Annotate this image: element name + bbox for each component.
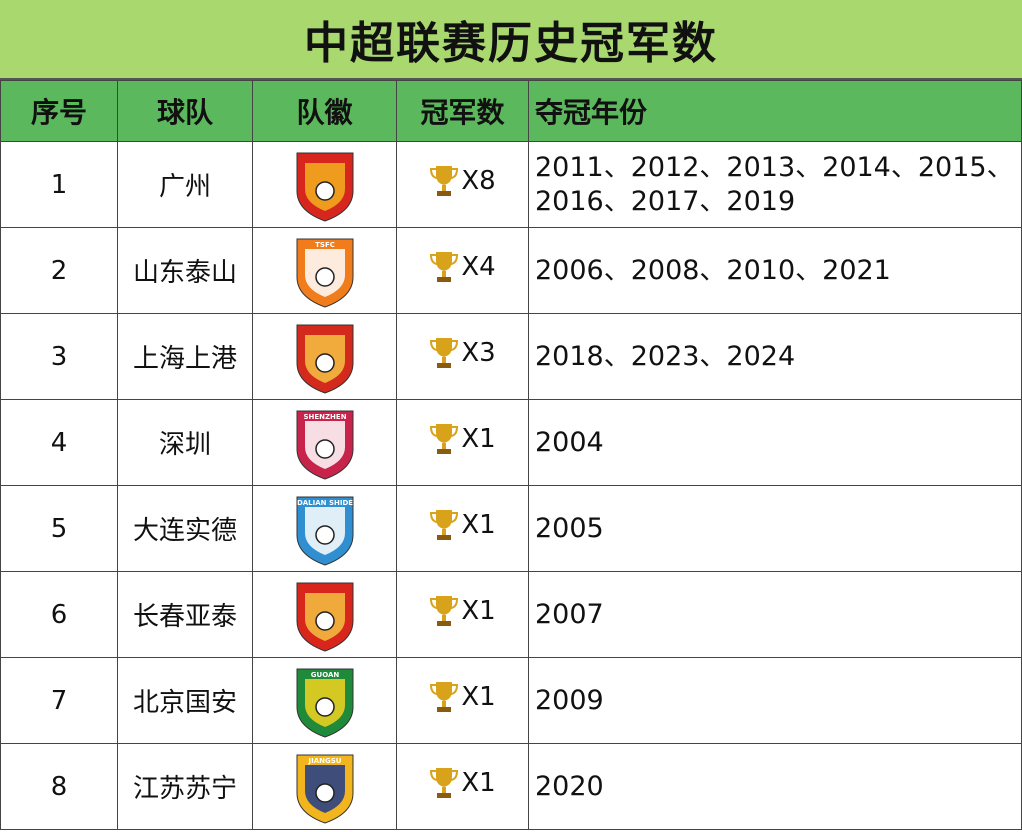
years-cell: 2004 (528, 399, 1022, 486)
years-cell: 2007 (528, 571, 1022, 658)
team-cell: 北京国安 (117, 657, 253, 744)
team-cell: 上海上港 (117, 313, 253, 400)
rank-cell: 7 (0, 657, 118, 744)
trophy-icon (430, 252, 459, 282)
table-row: 5 大连实德 DALIAN SHIDE X1 2005 (0, 485, 1022, 572)
team-cell: 江苏苏宁 (117, 743, 253, 830)
trophy-icon (430, 596, 459, 626)
years-cell: 2006、2008、2010、2021 (528, 227, 1022, 314)
years-cell: 2011、2012、2013、2014、2015、2016、2017、2019 (528, 141, 1022, 228)
header-rank: 序号 (0, 80, 118, 142)
count-cell: X8 (396, 141, 529, 228)
count-value: X1 (461, 596, 496, 626)
table-row: 4 深圳 SHENZHEN X1 2004 (0, 399, 1022, 486)
svg-text:JIANGSU: JIANGSU (307, 757, 341, 765)
header-row: 序号 球队 队徽 冠军数 夺冠年份 (0, 80, 1022, 142)
table-row: 2 山东泰山 TSFC X4 2006、2008、2010、2021 (0, 227, 1022, 314)
years-cell: 2009 (528, 657, 1022, 744)
svg-text:TSFC: TSFC (315, 241, 335, 249)
table-row: 6 长春亚泰 X1 2007 (0, 571, 1022, 658)
rank-cell: 6 (0, 571, 118, 658)
svg-text:SHENZHEN: SHENZHEN (303, 413, 346, 421)
trophy-icon (430, 338, 459, 368)
count-cell: X1 (396, 657, 529, 744)
count-value: X1 (461, 768, 496, 798)
team-emblem-icon: JIANGSU (296, 754, 353, 824)
count-cell: X1 (396, 571, 529, 658)
count-value: X3 (461, 338, 496, 368)
team-logo: TSFC (252, 227, 397, 314)
trophy-icon (430, 424, 459, 454)
table-row: 3 上海上港 X3 2018、2023、2024 (0, 313, 1022, 400)
count-value: X8 (461, 166, 496, 196)
team-logo (252, 313, 397, 400)
team-emblem-icon: TSFC (296, 238, 353, 308)
trophy-icon (430, 682, 459, 712)
table-row: 1 广州 X8 2011、2012、2013、2014、2015、2016、20… (0, 141, 1022, 228)
rank-cell: 2 (0, 227, 118, 314)
years-cell: 2020 (528, 743, 1022, 830)
team-cell: 长春亚泰 (117, 571, 253, 658)
team-cell: 广州 (117, 141, 253, 228)
count-value: X1 (461, 510, 496, 540)
team-logo (252, 571, 397, 658)
team-emblem-icon: GUOAN (296, 668, 353, 738)
trophy-icon (430, 768, 459, 798)
team-emblem-icon: DALIAN SHIDE (296, 496, 353, 566)
svg-text:DALIAN SHIDE: DALIAN SHIDE (296, 499, 352, 507)
trophy-icon (430, 510, 459, 540)
count-value: X4 (461, 252, 496, 282)
count-cell: X1 (396, 743, 529, 830)
rank-cell: 3 (0, 313, 118, 400)
team-emblem-icon (296, 152, 353, 222)
team-logo: DALIAN SHIDE (252, 485, 397, 572)
header-years: 夺冠年份 (528, 80, 1022, 142)
team-logo: GUOAN (252, 657, 397, 744)
team-cell: 深圳 (117, 399, 253, 486)
count-value: X1 (461, 424, 496, 454)
rank-cell: 8 (0, 743, 118, 830)
team-emblem-icon (296, 582, 353, 652)
team-emblem-icon: SHENZHEN (296, 410, 353, 480)
team-cell: 山东泰山 (117, 227, 253, 314)
table-row: 8 江苏苏宁 JIANGSU X1 2020 (0, 743, 1022, 830)
header-team: 球队 (117, 80, 253, 142)
team-emblem-icon (296, 324, 353, 394)
years-cell: 2005 (528, 485, 1022, 572)
table-row: 7 北京国安 GUOAN X1 2009 (0, 657, 1022, 744)
rank-cell: 1 (0, 141, 118, 228)
count-value: X1 (461, 682, 496, 712)
table-title: 中超联赛历史冠军数 (0, 0, 1022, 80)
rank-cell: 5 (0, 485, 118, 572)
count-cell: X1 (396, 485, 529, 572)
team-logo (252, 141, 397, 228)
svg-text:GUOAN: GUOAN (310, 671, 339, 679)
rank-cell: 4 (0, 399, 118, 486)
header-logo: 队徽 (252, 80, 397, 142)
count-cell: X4 (396, 227, 529, 314)
team-logo: JIANGSU (252, 743, 397, 830)
champions-table: 序号 球队 队徽 冠军数 夺冠年份 1 广州 X8 2011、2012、2013… (0, 80, 1022, 830)
team-logo: SHENZHEN (252, 399, 397, 486)
count-cell: X1 (396, 399, 529, 486)
trophy-icon (430, 166, 459, 196)
header-count: 冠军数 (396, 80, 529, 142)
count-cell: X3 (396, 313, 529, 400)
team-cell: 大连实德 (117, 485, 253, 572)
years-cell: 2018、2023、2024 (528, 313, 1022, 400)
